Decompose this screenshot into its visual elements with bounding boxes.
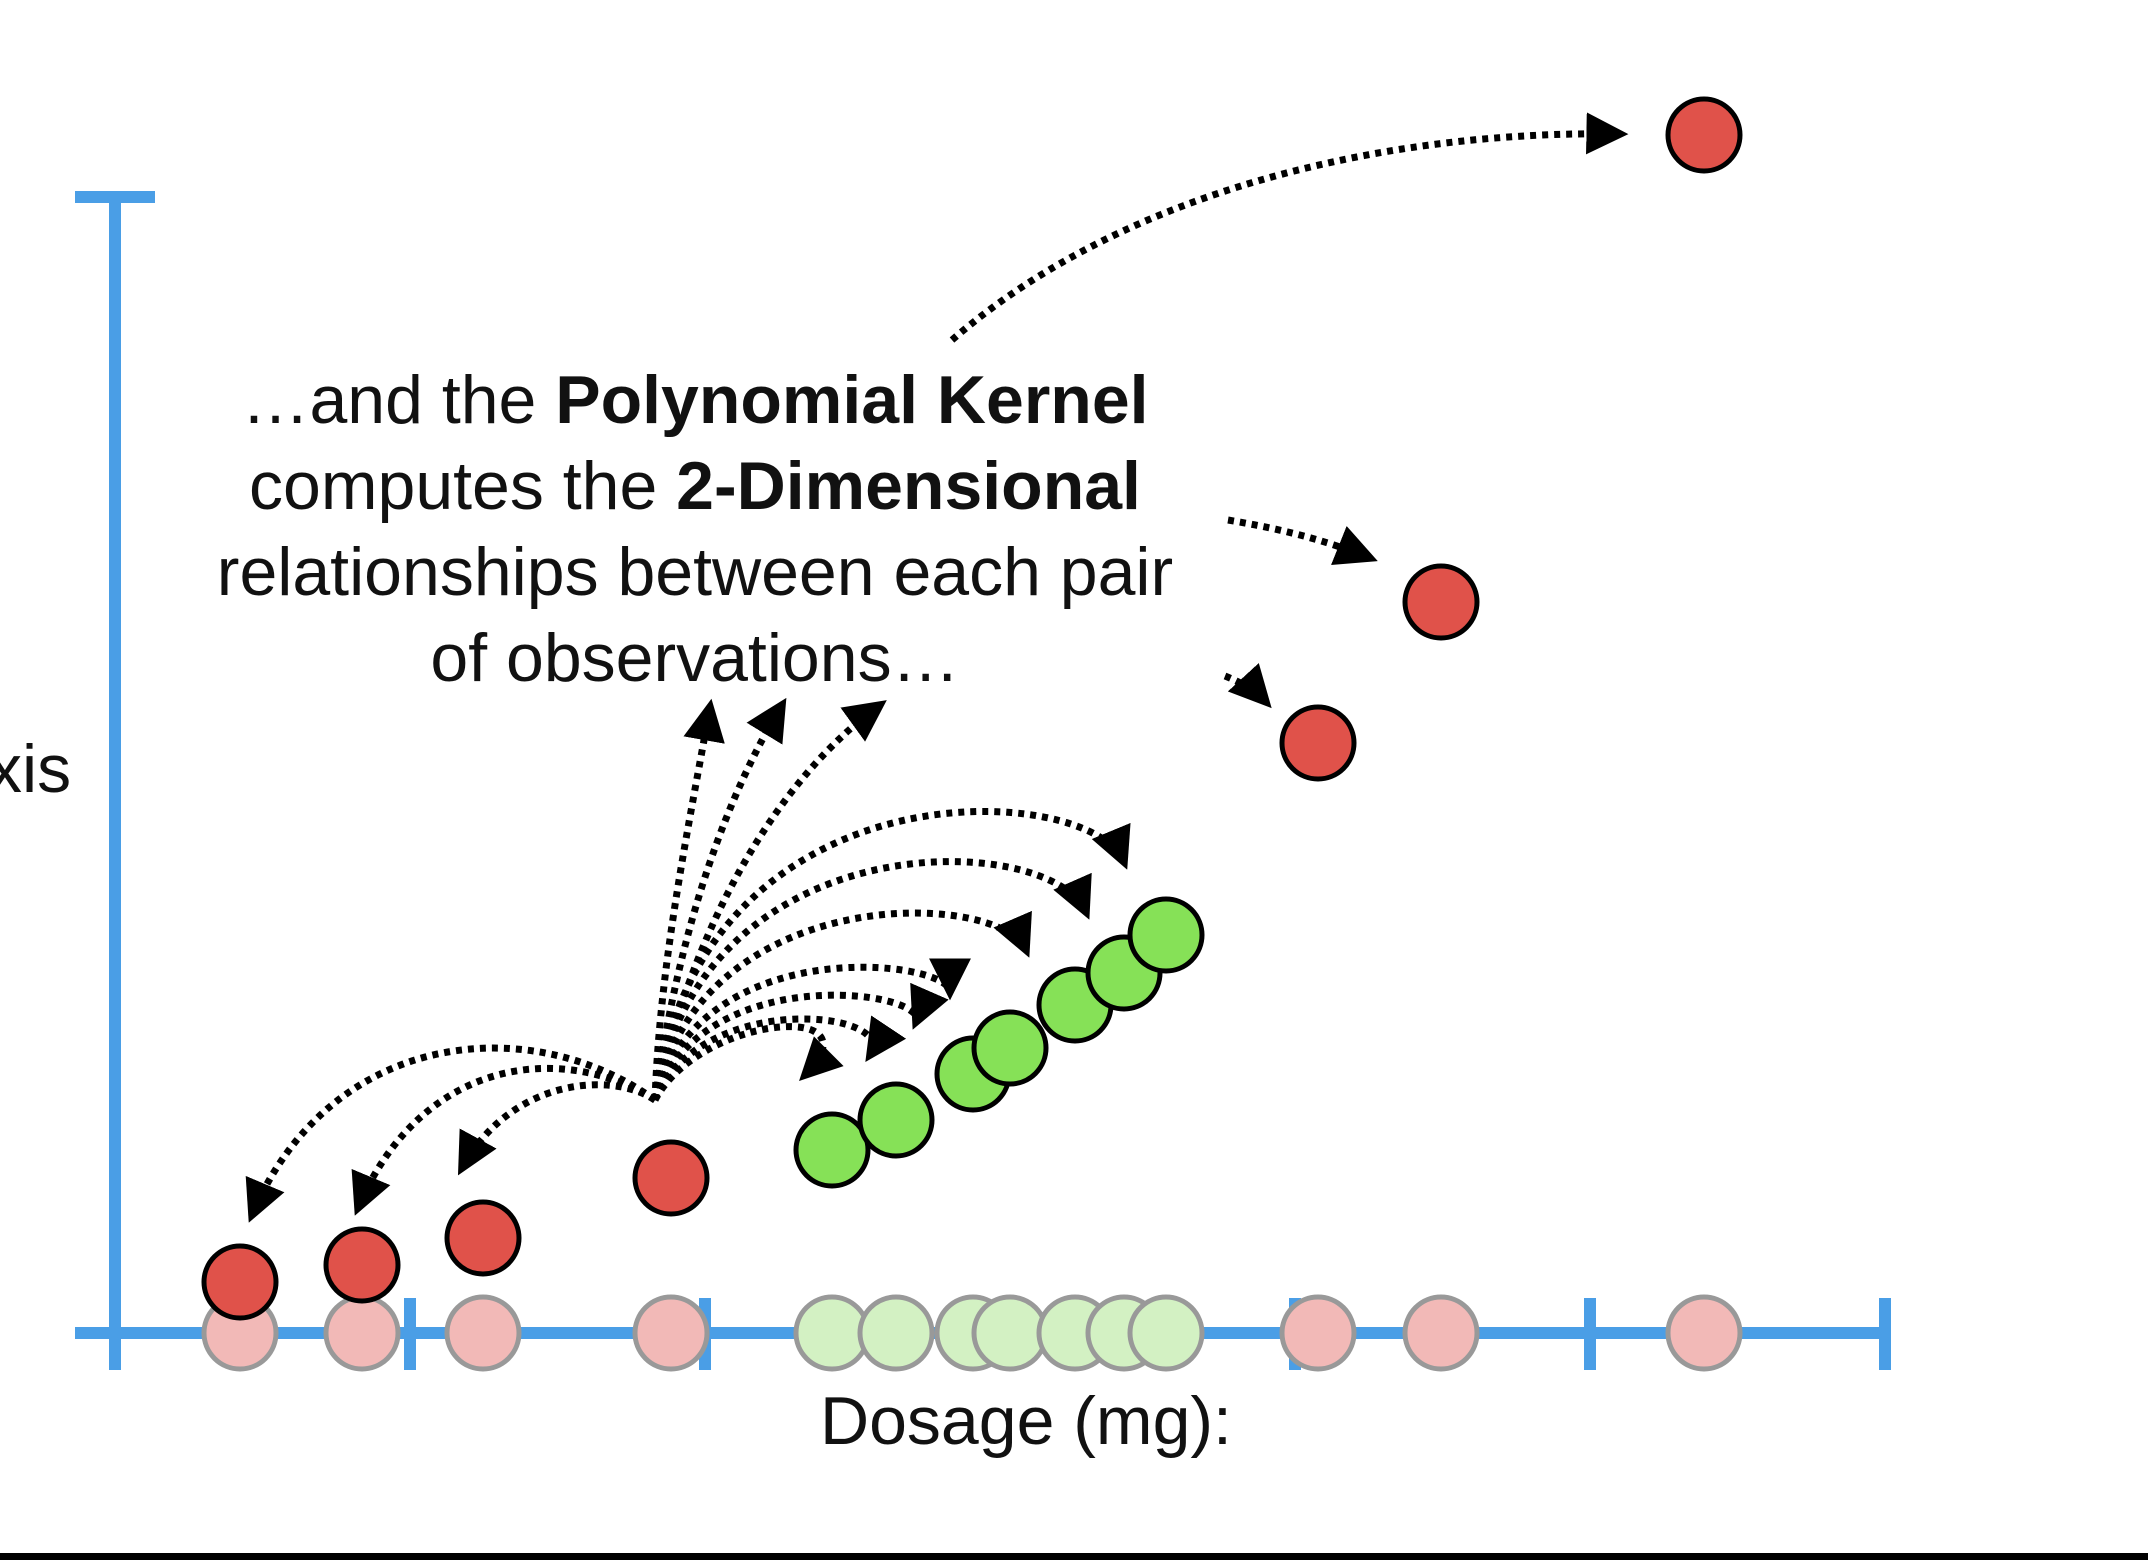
- arrow-fan: [651, 858, 1092, 1101]
- green-shadow-point: [1127, 1294, 1205, 1372]
- arrow-mid2: [1223, 663, 1272, 709]
- arrow-up: [651, 700, 887, 1101]
- arrow-fan: [651, 958, 971, 1101]
- transformed-points: [201, 96, 1743, 1321]
- bottom-border: [0, 1553, 2148, 1560]
- arrow-fan: [651, 909, 1032, 1101]
- green-point: [1127, 896, 1205, 974]
- arrow-up: [651, 697, 787, 1101]
- red-point: [632, 1139, 710, 1217]
- annotation-line-2: computes the 2-Dimensional: [145, 443, 1245, 529]
- annotation-line-3: relationships between each pair: [216, 534, 1174, 610]
- green-shadow-point: [857, 1294, 935, 1372]
- axis-shadow-points: [201, 1294, 1743, 1372]
- x-axis-label: Dosage (mg):: [820, 1383, 1232, 1459]
- red-point: [444, 1199, 522, 1277]
- red-point: [323, 1226, 401, 1304]
- red-shadow-point: [323, 1294, 401, 1372]
- annotation-text: computes the: [249, 448, 677, 524]
- green-point: [793, 1111, 871, 1189]
- green-shadow-point: [971, 1294, 1049, 1372]
- annotation-line-4: of observations…: [430, 620, 960, 696]
- y-axis-label: xis: [0, 731, 72, 807]
- red-point: [201, 1243, 279, 1321]
- annotation-bold: Polynomial Kernel: [555, 362, 1149, 438]
- arrow-fan: [651, 982, 949, 1102]
- red-point: [1279, 704, 1357, 782]
- arrow-up: [651, 698, 725, 1101]
- arrow-left1: [245, 1044, 658, 1223]
- arrow-fan: [651, 1023, 844, 1102]
- arrow-fan: [651, 808, 1131, 1101]
- kernel-annotation: …and the Polynomial Kernel computes the …: [145, 357, 1245, 701]
- red-shadow-point: [1402, 1294, 1480, 1372]
- red-shadow-point: [1279, 1294, 1357, 1372]
- red-shadow-point: [444, 1294, 522, 1372]
- red-shadow-point: [1665, 1294, 1743, 1372]
- kernel-arrows: [245, 112, 1629, 1223]
- red-point: [1402, 563, 1480, 641]
- annotation-text: …and the: [241, 362, 556, 438]
- arrow-left3: [457, 1081, 657, 1176]
- red-shadow-point: [632, 1294, 710, 1372]
- green-point: [857, 1081, 935, 1159]
- green-shadow-point: [793, 1294, 871, 1372]
- annotation-line-1: …and the Polynomial Kernel: [145, 357, 1245, 443]
- arrow-mid1: [1227, 516, 1378, 566]
- arrow-far: [949, 112, 1629, 343]
- red-point: [1665, 96, 1743, 174]
- arrow-left2: [351, 1064, 657, 1216]
- green-point: [971, 1009, 1049, 1087]
- annotation-bold: 2-Dimensional: [676, 448, 1141, 524]
